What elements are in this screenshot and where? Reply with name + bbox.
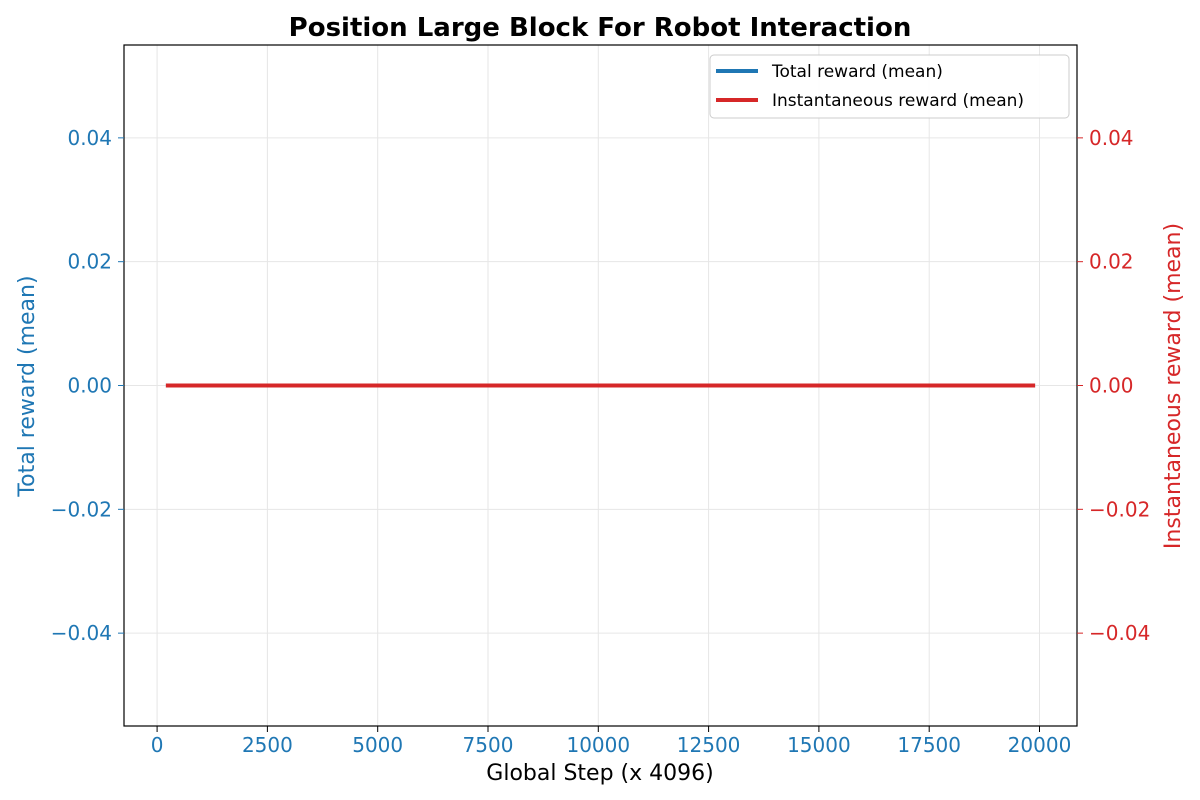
x-tick-label: 2500 <box>242 733 293 757</box>
legend-label-total-reward: Total reward (mean) <box>771 62 943 82</box>
y-axis-right: −0.04 −0.02 0.00 0.02 0.04 <box>1077 126 1150 645</box>
y-left-tick-label: −0.04 <box>51 621 112 645</box>
y-axis-right-label: Instantaneous reward (mean) <box>1161 223 1186 549</box>
x-tick-label: 15000 <box>787 733 851 757</box>
y-axis-left: −0.04 −0.02 0.00 0.02 0.04 <box>51 126 124 645</box>
y-right-tick-label: −0.02 <box>1089 497 1150 521</box>
y-left-tick-label: 0.00 <box>67 374 112 398</box>
y-right-tick-label: 0.02 <box>1089 250 1134 274</box>
x-axis: 0 2500 5000 7500 10000 12500 15000 17500 20000 <box>151 726 1072 757</box>
x-tick-label: 0 <box>151 733 164 757</box>
legend-label-instantaneous-reward: Instantaneous reward (mean) <box>772 91 1024 111</box>
y-left-tick-label: 0.02 <box>67 250 112 274</box>
x-tick-label: 20000 <box>1008 733 1072 757</box>
x-tick-label: 10000 <box>566 733 630 757</box>
y-left-tick-label: −0.02 <box>51 497 112 521</box>
y-left-tick-label: 0.04 <box>67 126 112 150</box>
chart-title: Position Large Block For Robot Interacti… <box>289 13 912 43</box>
x-tick-label: 12500 <box>677 733 741 757</box>
x-tick-label: 17500 <box>897 733 961 757</box>
x-tick-label: 5000 <box>352 733 403 757</box>
y-axis-left-label: Total reward (mean) <box>15 275 40 497</box>
x-tick-label: 7500 <box>463 733 514 757</box>
y-right-tick-label: 0.00 <box>1089 374 1134 398</box>
y-right-tick-label: 0.04 <box>1089 126 1134 150</box>
y-right-tick-label: −0.04 <box>1089 621 1150 645</box>
legend: Total reward (mean) Instantaneous reward… <box>709 54 1070 119</box>
legend-frame <box>709 54 1070 119</box>
x-axis-label: Global Step (x 4096) <box>486 761 713 786</box>
